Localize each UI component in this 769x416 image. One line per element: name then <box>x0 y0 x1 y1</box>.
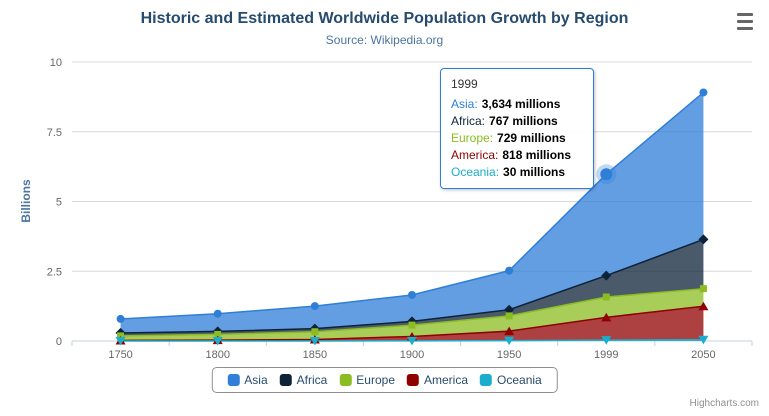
legend-label: Europe <box>356 373 396 387</box>
series-area-asia[interactable] <box>120 92 704 333</box>
tooltip-series-name: Africa: <box>451 114 486 128</box>
tooltip-series-name: Oceania: <box>451 165 500 179</box>
legend-item-america[interactable]: America <box>407 373 468 387</box>
tooltip-row: Africa: 767 millions <box>451 113 583 130</box>
x-axis-tick-label: 1850 <box>303 349 327 361</box>
tooltip-header: 1999 <box>451 77 478 91</box>
legend-item-asia[interactable]: Asia <box>227 373 268 387</box>
legend-label: Africa <box>296 373 328 387</box>
legend-symbol-america <box>407 374 420 386</box>
tooltip-row: Asia: 3,634 millions <box>451 96 583 113</box>
legend-item-europe[interactable]: Europe <box>339 373 395 387</box>
series-area-america[interactable] <box>120 306 704 341</box>
x-axis-tick-label: 1950 <box>497 349 521 361</box>
tooltip-series-value: 30 millions <box>503 165 566 179</box>
x-axis-tick-label: 1750 <box>108 349 132 361</box>
y-axis-tick-label: 7.5 <box>47 127 62 139</box>
hamburger-menu-icon <box>737 27 753 30</box>
y-axis-title: Billions <box>19 179 33 223</box>
legend-label: Asia <box>244 373 268 387</box>
legend-item-africa[interactable]: Africa <box>279 373 328 387</box>
point-europe-1800[interactable] <box>214 330 222 338</box>
tooltip-series-value: 3,634 millions <box>481 97 561 111</box>
tooltip-row: America: 818 millions <box>451 147 583 164</box>
point-europe-2050[interactable] <box>699 285 707 293</box>
hamburger-menu-icon <box>737 20 753 23</box>
tooltip: 1999 Asia: 3,634 millions Africa: 767 mill… <box>440 68 594 189</box>
point-oceania-1950[interactable] <box>504 336 515 346</box>
legend-label: America <box>424 373 469 387</box>
point-oceania-1750[interactable] <box>115 336 126 346</box>
point-asia-1950[interactable] <box>505 266 514 275</box>
point-asia-1800[interactable] <box>213 309 222 318</box>
tooltip-series-name: Europe: <box>451 131 494 145</box>
legend-symbol-europe <box>339 374 352 386</box>
y-axis-tick-label: 5 <box>56 197 62 209</box>
point-asia-1750[interactable] <box>116 314 125 323</box>
point-oceania-1850[interactable] <box>309 336 320 346</box>
hover-point[interactable] <box>600 168 613 181</box>
y-axis-tick-label: 0 <box>56 336 62 348</box>
point-africa-2050[interactable] <box>698 234 709 245</box>
x-axis-tick-label: 1999 <box>594 349 618 361</box>
point-america-1950[interactable] <box>504 326 515 336</box>
tooltip-series-name: America: <box>451 148 499 162</box>
point-america-1999[interactable] <box>601 312 612 322</box>
legend-item-oceania[interactable]: Oceania <box>480 373 542 387</box>
tooltip-row: Europe: 729 millions <box>451 130 583 147</box>
tooltip-row: Oceania: 30 millions <box>451 164 583 181</box>
point-oceania-1900[interactable] <box>407 336 417 346</box>
legend: Asia Africa Europe America Oceania <box>211 367 558 393</box>
tooltip-series-value: 818 millions <box>502 148 572 162</box>
point-oceania-1999[interactable] <box>601 336 612 345</box>
x-axis-tick-label: 1900 <box>400 349 424 361</box>
point-asia-1900[interactable] <box>408 290 416 299</box>
legend-symbol-africa <box>279 374 292 386</box>
chart-title: Historic and Estimated Worldwide Populat… <box>140 10 629 27</box>
tooltip-series-value: 729 millions <box>497 131 566 145</box>
context-menu-button[interactable] <box>737 13 757 30</box>
legend-symbol-asia <box>227 374 240 386</box>
legend-symbol-oceania <box>480 374 493 386</box>
point-oceania-1800[interactable] <box>212 336 223 346</box>
point-oceania-2050[interactable] <box>698 335 709 345</box>
y-axis-tick-label: 2.5 <box>47 266 62 278</box>
y-axis-tick-label: 10 <box>50 57 62 69</box>
point-africa-1999[interactable] <box>601 270 612 281</box>
point-europe-1750[interactable] <box>117 332 125 340</box>
point-asia-1850[interactable] <box>310 302 319 311</box>
tooltip-series-value: 767 millions <box>489 114 558 128</box>
hamburger-menu-icon <box>737 13 753 16</box>
x-axis-tick-label: 1800 <box>205 349 229 361</box>
tooltip-series-name: Asia: <box>451 97 478 111</box>
x-axis-tick-label: 2050 <box>691 349 715 361</box>
series-area-africa[interactable] <box>120 239 704 336</box>
point-africa-1950[interactable] <box>504 304 515 315</box>
legend-label: Oceania <box>497 373 542 387</box>
point-america-2050[interactable] <box>698 301 709 311</box>
point-europe-1900[interactable] <box>408 321 416 329</box>
point-europe-1999[interactable] <box>602 293 610 301</box>
credits-link[interactable]: Highcharts.com <box>689 398 759 409</box>
point-europe-1950[interactable] <box>505 312 513 320</box>
point-europe-1850[interactable] <box>311 328 319 336</box>
chart-subtitle: Source: Wikipedia.org <box>325 33 444 47</box>
point-asia-2050[interactable] <box>699 88 708 97</box>
